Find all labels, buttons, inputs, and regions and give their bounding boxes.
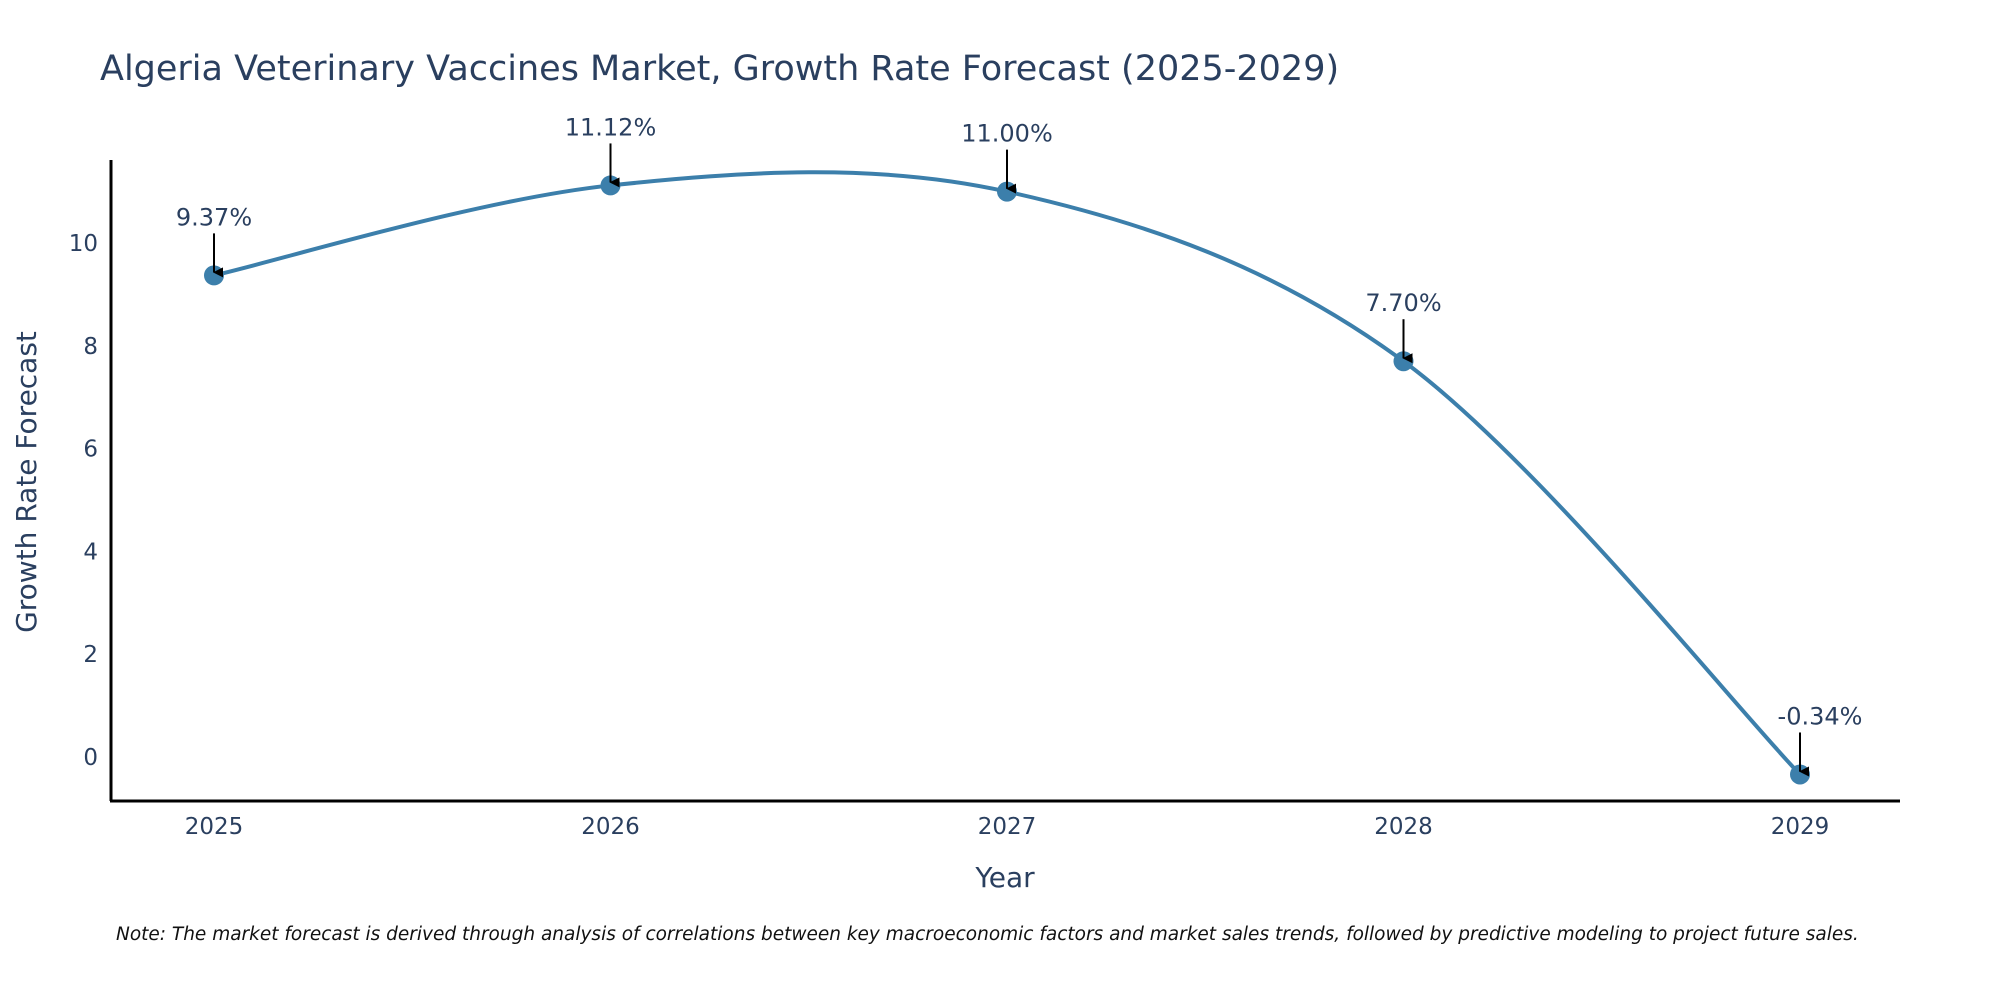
y-tick-label: 0	[83, 745, 98, 771]
data-label: 11.12%	[565, 113, 657, 141]
y-axis-title: Growth Rate Forecast	[10, 331, 43, 633]
x-tick-label: 2025	[185, 814, 244, 840]
data-annotations: 9.37% 11.12% 11.00% 7.70% -0.34%	[176, 113, 1863, 777]
data-label: 11.00%	[961, 120, 1053, 148]
data-label: 9.37%	[176, 203, 252, 231]
series-markers	[204, 175, 1810, 785]
x-tick-label: 2028	[1374, 814, 1433, 840]
footnote: Note: The market forecast is derived thr…	[116, 924, 1859, 945]
x-axis-ticks: 2025 2026 2027 2028 2029	[185, 814, 1830, 840]
y-tick-label: 2	[83, 642, 98, 668]
y-tick-label: 6	[83, 437, 98, 463]
x-tick-label: 2027	[978, 814, 1037, 840]
x-axis-title: Year	[974, 861, 1035, 894]
data-label: 7.70%	[1365, 289, 1441, 317]
y-tick-label: 10	[69, 231, 98, 257]
x-tick-label: 2026	[581, 814, 640, 840]
y-tick-label: 4	[83, 539, 98, 565]
y-tick-label: 8	[83, 334, 98, 360]
x-tick-label: 2029	[1771, 814, 1830, 840]
data-label: -0.34%	[1778, 702, 1863, 730]
y-axis-ticks: 0 2 4 6 8 10	[69, 231, 98, 771]
chart-title: Algeria Veterinary Vaccines Market, Grow…	[100, 49, 1339, 89]
series-line	[213, 170, 1802, 776]
